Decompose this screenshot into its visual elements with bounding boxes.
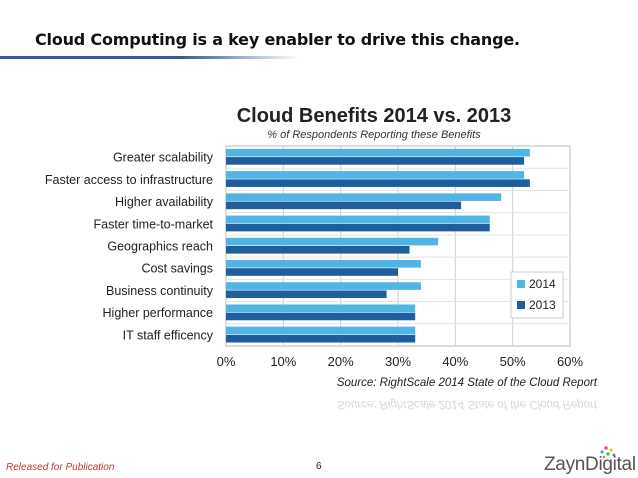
category-label: Cost savings xyxy=(141,262,213,276)
bar-2013 xyxy=(226,268,398,276)
category-label: Business continuity xyxy=(106,284,214,298)
legend-label-2013: 2013 xyxy=(529,298,556,312)
x-tick-label: 20% xyxy=(328,354,354,369)
legend-label-2014: 2014 xyxy=(529,277,556,291)
x-tick-label: 40% xyxy=(442,354,468,369)
footer-publication-note: Released for Publication xyxy=(6,462,115,473)
x-tick-label: 0% xyxy=(217,354,236,369)
bar-2013 xyxy=(226,334,416,343)
x-tick-label: 60% xyxy=(557,354,583,369)
chart-category-labels: Greater scalability Faster access to infr… xyxy=(45,151,214,343)
bar-2013 xyxy=(226,290,387,299)
slide-title: Cloud Computing is a key enabler to driv… xyxy=(35,30,520,49)
chart-source-reflection: Source: RightScale 2014 State of the Clo… xyxy=(337,398,598,410)
category-label: IT staff efficency xyxy=(123,328,214,342)
x-tick-label: 30% xyxy=(385,354,411,369)
chart-bars xyxy=(226,148,530,343)
logo-dots-icon xyxy=(600,446,616,459)
x-tick-label: 50% xyxy=(500,354,526,369)
legend-box xyxy=(510,271,564,319)
bar-2014 xyxy=(226,171,525,179)
bar-2014 xyxy=(226,282,421,290)
chart-title: Cloud Benefits 2014 vs. 2013 xyxy=(237,105,512,127)
chart-source: Source: RightScale 2014 State of the Clo… xyxy=(337,377,598,389)
bar-2014 xyxy=(226,304,416,313)
bar-2014 xyxy=(226,148,530,157)
zayndigital-logo: ZaynDigital xyxy=(530,446,638,478)
category-label: Higher availability xyxy=(115,195,214,209)
legend-swatch-2014 xyxy=(517,280,525,288)
bar-2013 xyxy=(226,246,410,254)
chart-x-tick-labels: 0% 10% 20% 30% 40% 50% 60% xyxy=(217,354,584,369)
bar-2014 xyxy=(226,326,416,335)
bar-2014 xyxy=(226,193,502,201)
logo-text: ZaynDigital xyxy=(544,454,636,475)
chart-subtitle: % of Respondents Reporting these Benefit… xyxy=(267,129,481,141)
category-label: Faster access to infrastructure xyxy=(45,173,213,187)
chart-source-reflection-text: Source: RightScale 2014 State of the Clo… xyxy=(337,398,598,410)
bar-2014 xyxy=(226,237,439,246)
title-underline xyxy=(0,56,300,59)
page-number: 6 xyxy=(316,461,322,472)
legend-swatch-2013 xyxy=(517,301,525,309)
bar-2013 xyxy=(226,179,530,187)
bar-2013 xyxy=(226,201,462,210)
bar-2013 xyxy=(226,157,525,165)
x-tick-label: 10% xyxy=(270,354,296,369)
bar-2013 xyxy=(226,312,416,321)
category-label: Greater scalability xyxy=(113,151,214,165)
chart-legend: 2014 2013 xyxy=(510,271,564,319)
bar-2013 xyxy=(226,223,490,232)
bar-2014 xyxy=(226,215,490,224)
category-label: Geographics reach xyxy=(107,240,213,254)
bar-2014 xyxy=(226,260,421,268)
category-label: Higher performance xyxy=(103,306,214,320)
category-label: Faster time-to-market xyxy=(94,217,214,231)
